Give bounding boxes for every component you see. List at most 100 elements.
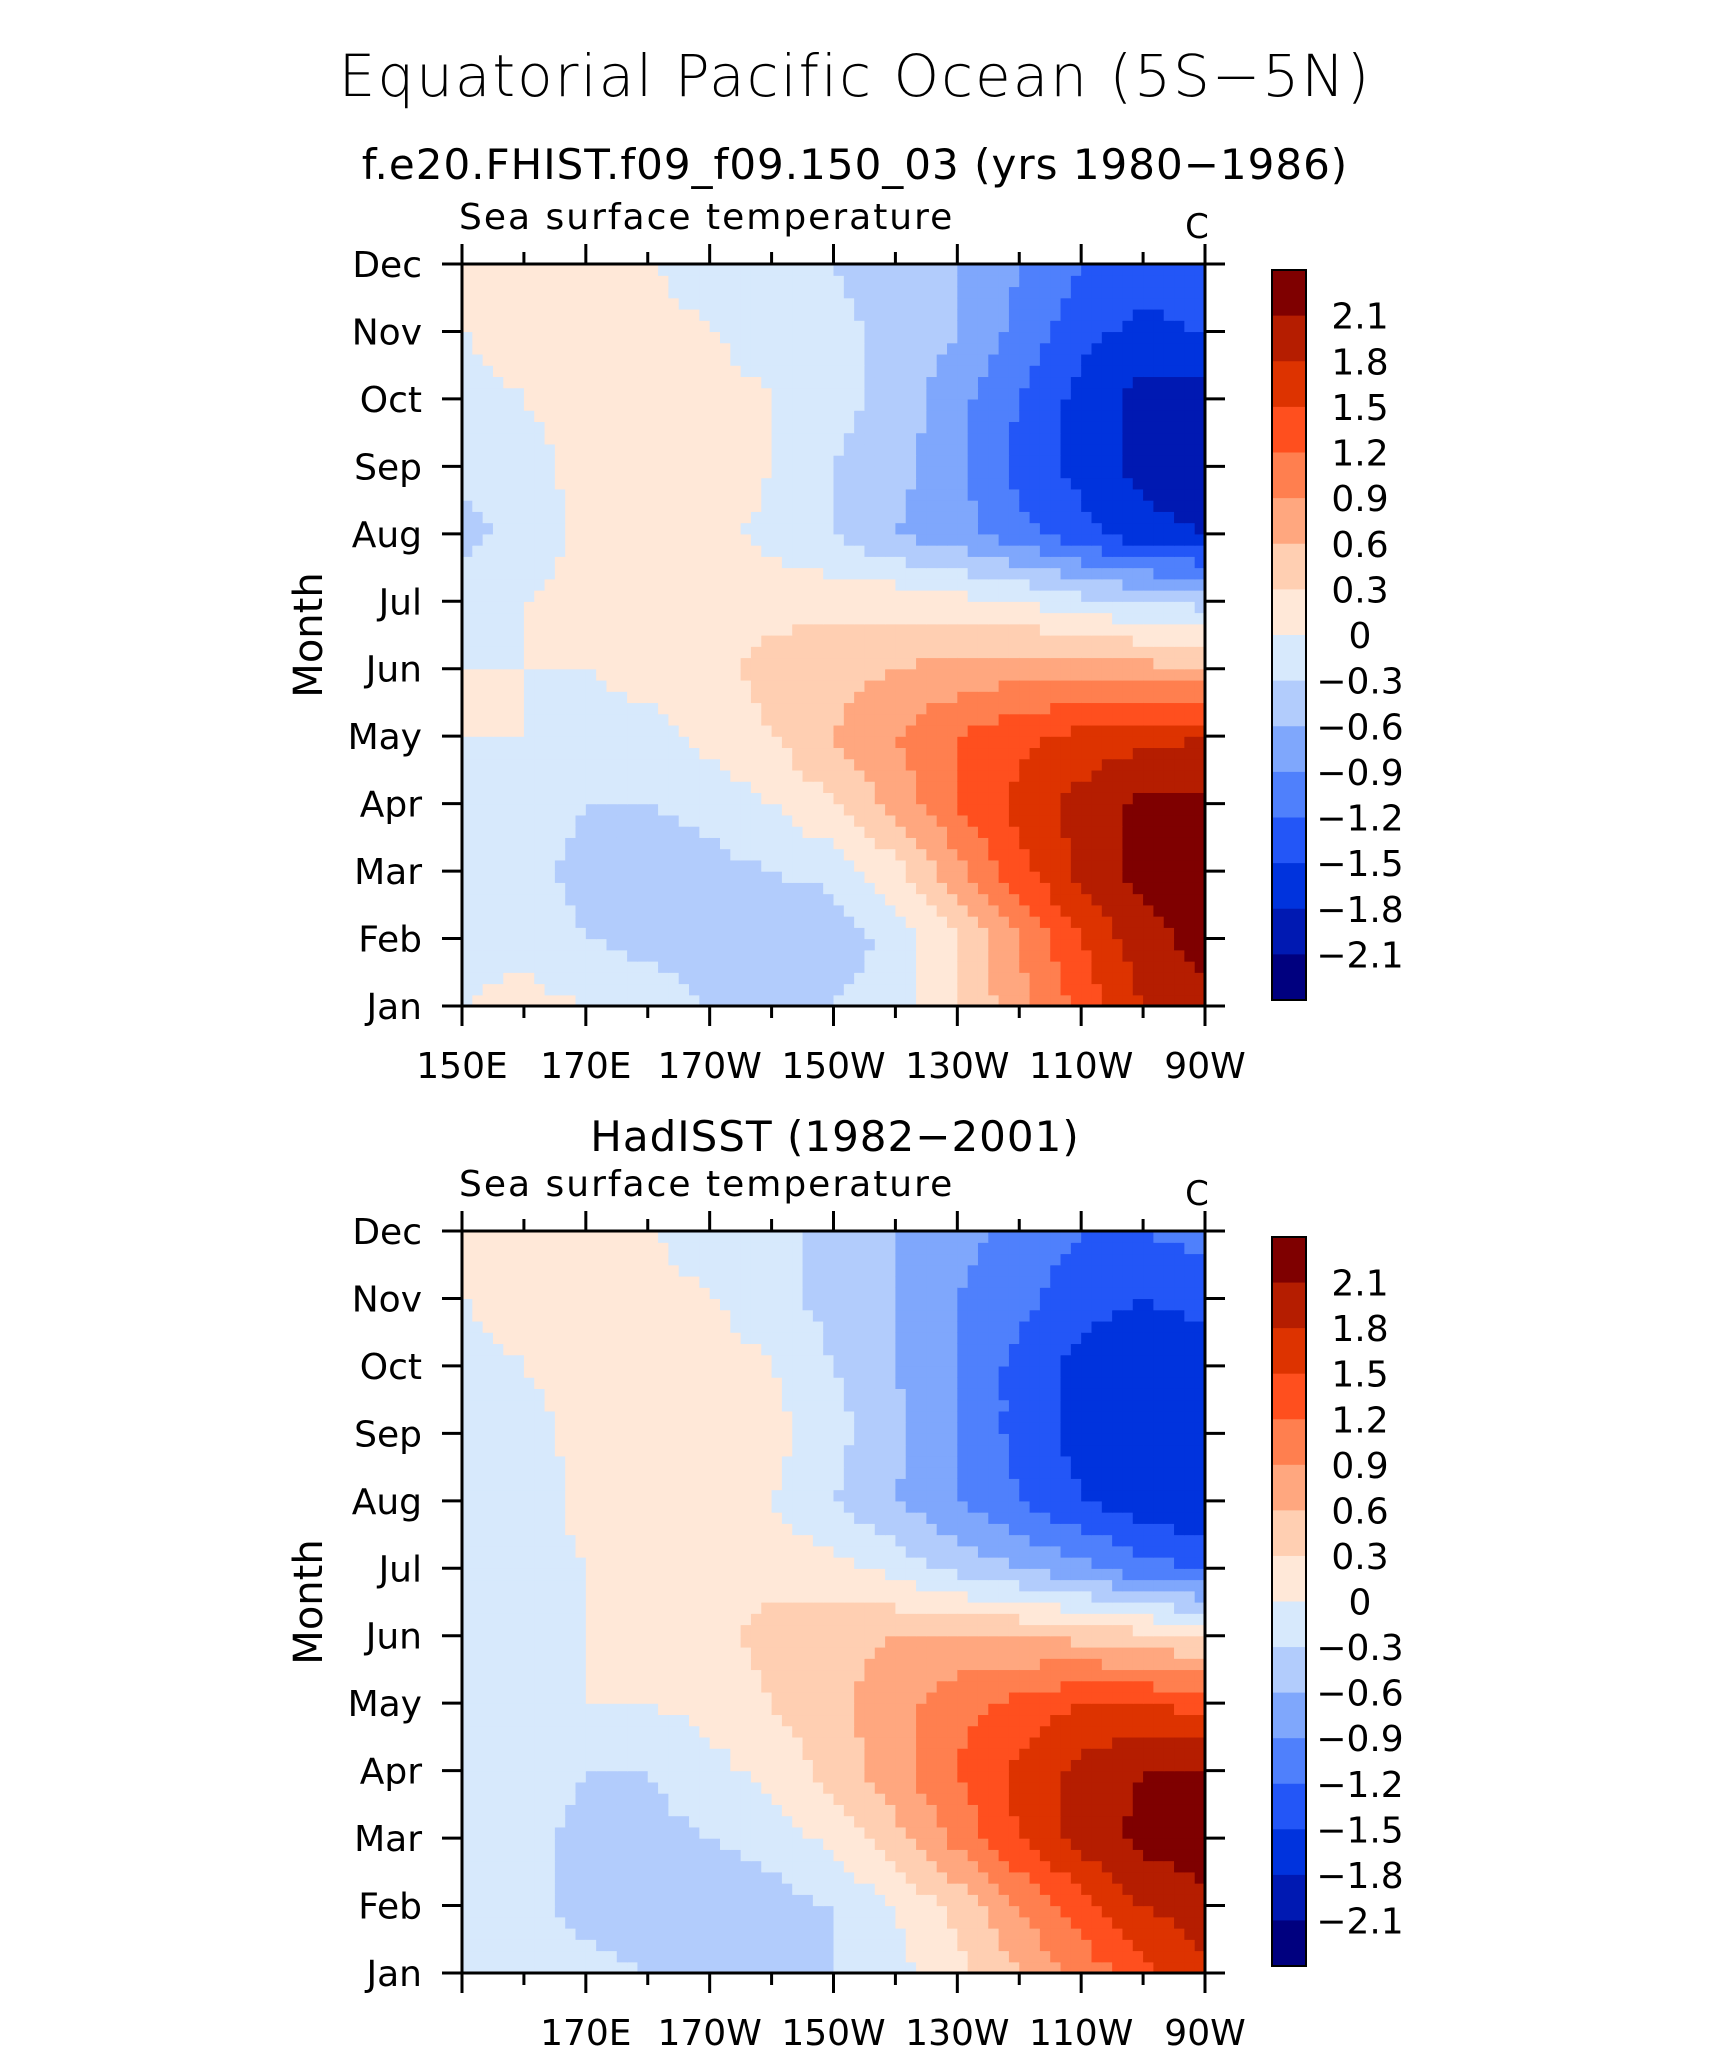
heatmap-cell — [843, 871, 855, 883]
heatmap-cell — [1070, 623, 1082, 636]
heatmap-cell — [730, 601, 742, 614]
heatmap-cell — [1008, 871, 1020, 883]
heatmap-cell — [833, 691, 845, 704]
heatmap-cell — [1132, 556, 1144, 569]
heatmap-cell — [761, 533, 773, 546]
heatmap-cell — [1039, 466, 1051, 479]
heatmap-cell — [1163, 533, 1175, 546]
heatmap-cell — [998, 949, 1010, 962]
heatmap-cell — [823, 635, 835, 647]
heatmap-cell — [544, 826, 556, 838]
heatmap-cell — [492, 601, 504, 614]
heatmap-cell — [647, 747, 659, 760]
heatmap-cell — [606, 961, 618, 973]
heatmap-cell — [957, 297, 969, 310]
heatmap-cell — [472, 792, 484, 805]
heatmap-cell — [1008, 882, 1020, 895]
heatmap-cell — [513, 983, 525, 996]
heatmap-cell — [936, 983, 948, 996]
heatmap-cell — [1039, 365, 1051, 378]
heatmap-cell — [544, 724, 556, 737]
heatmap-cell — [1184, 275, 1196, 288]
heatmap-cell — [472, 488, 484, 501]
heatmap-cell — [544, 567, 556, 580]
heatmap-cell — [812, 814, 824, 827]
heatmap-cell — [596, 466, 608, 479]
heatmap-cell — [575, 826, 587, 838]
heatmap-cell — [730, 747, 742, 760]
heatmap-cell — [647, 1950, 659, 1963]
heatmap-cell — [750, 331, 762, 344]
heatmap-cell — [503, 871, 515, 883]
heatmap-cell — [874, 657, 886, 670]
heatmap-cell — [565, 961, 577, 973]
heatmap-cell — [462, 365, 473, 378]
heatmap-cell — [1132, 567, 1144, 580]
heatmap-cell — [761, 556, 773, 569]
heatmap-cell — [627, 545, 639, 557]
heatmap-cell — [1132, 972, 1144, 985]
heatmap-cell — [523, 410, 535, 422]
heatmap-cell — [699, 679, 711, 692]
heatmap-cell — [1029, 814, 1041, 827]
heatmap-cell — [916, 612, 927, 625]
heatmap-cell — [616, 635, 628, 647]
heatmap-cell — [750, 814, 762, 827]
heatmap-cell — [1101, 803, 1113, 816]
heatmap-cell — [957, 949, 969, 962]
heatmap-cell — [658, 432, 669, 445]
heatmap-cell — [998, 837, 1010, 850]
heatmap-cell — [1070, 961, 1082, 973]
heatmap-cell — [647, 679, 659, 692]
heatmap-cell — [513, 758, 525, 771]
heatmap-cell — [637, 792, 649, 805]
heatmap-cell — [1070, 983, 1082, 996]
heatmap-cell — [565, 893, 577, 906]
heatmap-cell — [885, 994, 897, 1007]
heatmap-cell — [1174, 488, 1185, 501]
heatmap-cell — [967, 758, 979, 771]
heatmap-cell — [1029, 466, 1041, 479]
heatmap-cell — [740, 387, 752, 400]
heatmap-cell — [947, 421, 958, 434]
heatmap-cell — [1060, 443, 1072, 456]
heatmap-cell — [482, 353, 494, 366]
heatmap-cell — [781, 488, 793, 501]
heatmap-cell — [637, 736, 649, 749]
heatmap-cell — [761, 410, 773, 422]
heatmap-cell — [1112, 590, 1124, 602]
heatmap-cell — [1132, 691, 1144, 704]
heatmap-cell — [668, 612, 680, 625]
heatmap-cell — [492, 657, 504, 670]
heatmap-cell — [565, 758, 577, 771]
heatmap-cell — [616, 736, 628, 749]
heatmap-cell — [730, 927, 742, 940]
heatmap-cell — [843, 747, 855, 760]
heatmap-cell — [596, 567, 608, 580]
heatmap-cell — [761, 286, 773, 299]
heatmap-cell — [534, 781, 546, 793]
heatmap-cell — [709, 814, 721, 827]
heatmap-cell — [1184, 466, 1196, 479]
heatmap-cell — [492, 949, 504, 962]
heatmap-cell — [833, 500, 845, 512]
heatmap-cell — [513, 702, 525, 715]
heatmap-cell — [988, 342, 1000, 355]
heatmap-cell — [575, 466, 587, 479]
heatmap-cell — [1081, 657, 1093, 670]
heatmap-cell — [843, 893, 855, 906]
heatmap-cell — [926, 275, 938, 288]
heatmap-cell — [1029, 567, 1041, 580]
heatmap-cell — [1050, 545, 1062, 557]
heatmap-cell — [719, 961, 731, 973]
heatmap-cell — [740, 803, 752, 816]
heatmap-cell — [740, 758, 752, 771]
heatmap-cell — [988, 421, 1000, 434]
heatmap-cell — [998, 736, 1010, 749]
heatmap-cell — [1029, 545, 1041, 557]
heatmap-cell — [462, 488, 473, 501]
heatmap-cell — [740, 938, 752, 951]
heatmap-cell — [843, 646, 855, 659]
heatmap-cell — [936, 567, 948, 580]
heatmap-cell — [761, 387, 773, 400]
